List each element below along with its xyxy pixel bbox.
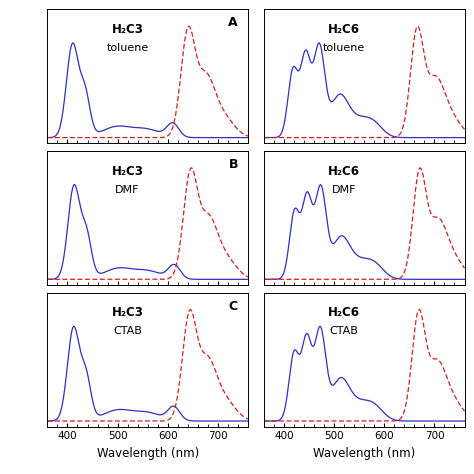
Text: B: B [228, 158, 238, 171]
Text: H₂C6: H₂C6 [328, 306, 360, 319]
Text: H₂C6: H₂C6 [328, 23, 360, 36]
Text: toluene: toluene [323, 43, 365, 53]
Text: DMF: DMF [332, 184, 356, 195]
X-axis label: Wavelength (nm): Wavelength (nm) [97, 447, 199, 460]
Text: DMF: DMF [115, 184, 140, 195]
Text: H₂C3: H₂C3 [112, 306, 144, 319]
Text: CTAB: CTAB [113, 326, 142, 337]
X-axis label: Wavelength (nm): Wavelength (nm) [313, 447, 415, 460]
Text: toluene: toluene [107, 43, 149, 53]
Text: A: A [228, 16, 238, 29]
Text: H₂C3: H₂C3 [112, 23, 144, 36]
Text: C: C [229, 300, 238, 312]
Text: CTAB: CTAB [330, 326, 359, 337]
Text: H₂C6: H₂C6 [328, 164, 360, 178]
Text: H₂C3: H₂C3 [112, 164, 144, 178]
